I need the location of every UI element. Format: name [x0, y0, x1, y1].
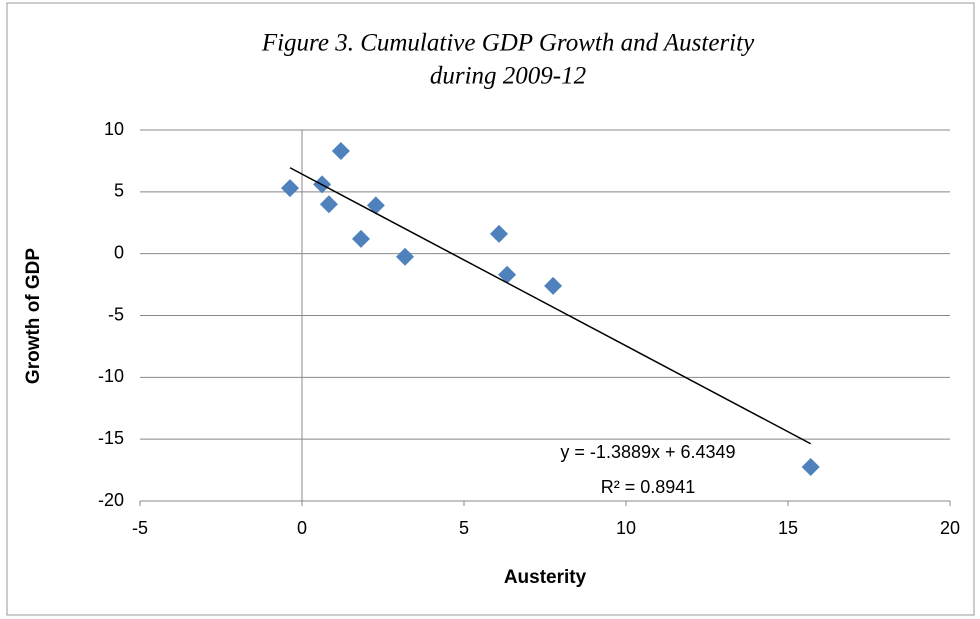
x-tick-label: 20: [940, 518, 960, 538]
y-tick-label: 10: [104, 119, 124, 139]
point: [544, 276, 563, 295]
chart-frame: [6, 2, 975, 616]
chart-title: Figure 3. Cumulative GDP Growth and Aust…: [261, 30, 755, 57]
trendline: [289, 167, 812, 445]
y-tick-label: -15: [98, 428, 124, 448]
point: [396, 247, 415, 266]
y-tick-label: 0: [114, 242, 124, 262]
y-tick-label: 5: [114, 181, 124, 201]
point: [801, 457, 820, 476]
point: [366, 196, 385, 215]
chart-title: during 2009-12: [430, 63, 586, 90]
x-tick-label: -5: [132, 518, 148, 538]
x-tick-label: 0: [297, 518, 307, 538]
trendline-label: R² = 0.8941: [601, 477, 696, 497]
point: [331, 142, 350, 161]
point: [351, 229, 370, 248]
y-tick-label: -5: [108, 304, 124, 324]
point: [319, 195, 338, 214]
point: [489, 224, 508, 243]
y-tick-label: -10: [98, 366, 124, 386]
y-tick-label: -20: [98, 490, 124, 510]
x-axis-title: Austerity: [504, 567, 587, 588]
x-tick-label: 15: [778, 518, 798, 538]
y-axis-title: Growth of GDP: [23, 248, 44, 384]
x-tick-label: 5: [459, 518, 469, 538]
point: [498, 265, 517, 284]
trendline-label: y = -1.3889x + 6.4349: [560, 442, 735, 462]
x-tick-label: 10: [616, 518, 636, 538]
point: [281, 179, 300, 198]
